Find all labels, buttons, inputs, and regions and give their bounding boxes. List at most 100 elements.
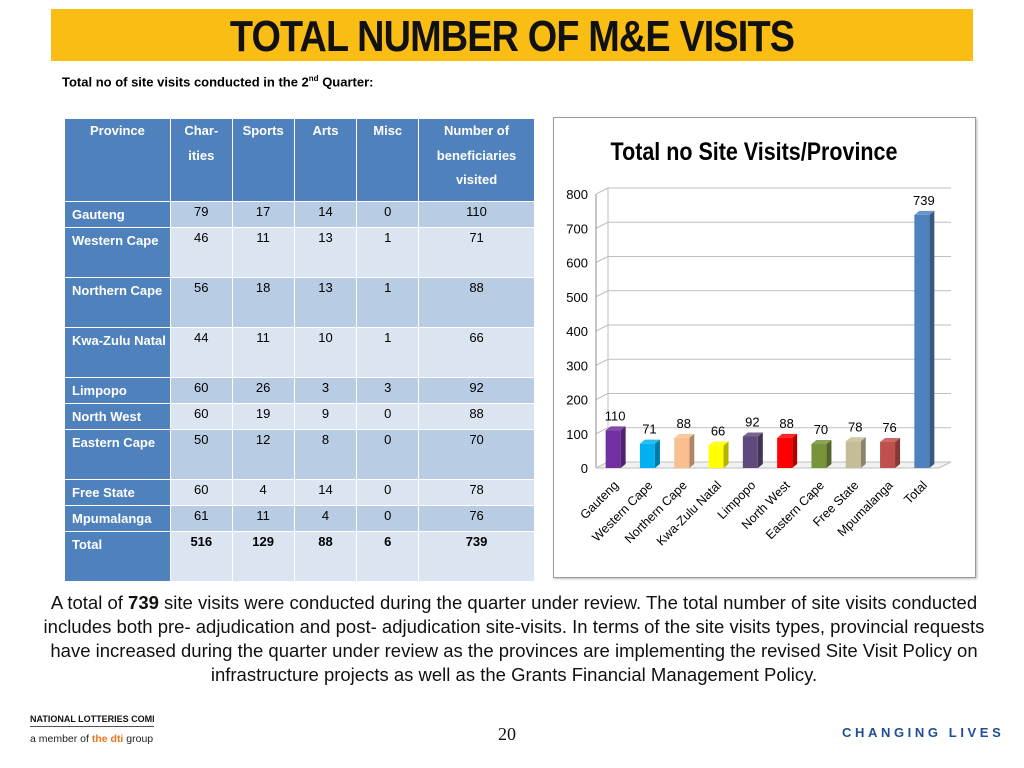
bar bbox=[708, 445, 724, 468]
value-cell: 129 bbox=[231, 531, 295, 582]
value-cell: 76 bbox=[418, 505, 535, 532]
value-cell: 0 bbox=[356, 403, 420, 430]
value-cell: 44 bbox=[169, 327, 233, 378]
value-cell: 60 bbox=[169, 403, 233, 430]
value-cell: 14 bbox=[293, 201, 358, 228]
value-cell: 9 bbox=[293, 403, 358, 430]
bar-side bbox=[620, 426, 626, 468]
value-cell: 56 bbox=[169, 277, 233, 328]
value-cell: 50 bbox=[169, 429, 233, 480]
data-label: 88 bbox=[677, 416, 691, 431]
table-row: Western Cape 46 11 13 1 71 bbox=[64, 227, 535, 278]
value-cell: 13 bbox=[293, 277, 358, 328]
bar-side bbox=[654, 439, 660, 468]
value-cell: 0 bbox=[356, 479, 420, 506]
table-row: Mpumalanga 61 11 4 0 76 bbox=[64, 505, 535, 532]
value-cell: 11 bbox=[231, 227, 295, 278]
org-name: NATIONAL LOTTERIES COMMISSION bbox=[30, 714, 154, 727]
bar-side bbox=[723, 441, 729, 468]
value-cell: 79 bbox=[169, 201, 233, 228]
value-cell: 18 bbox=[231, 277, 295, 328]
bar bbox=[674, 437, 690, 468]
bar-top bbox=[742, 432, 763, 437]
bar-side bbox=[757, 432, 763, 468]
province-cell: Eastern Cape bbox=[64, 429, 171, 480]
data-label: 739 bbox=[913, 193, 935, 208]
value-cell: 70 bbox=[418, 429, 535, 480]
table-caption: Total no of site visits conducted in the… bbox=[62, 74, 374, 90]
gridline-depth bbox=[595, 358, 609, 366]
value-cell: 1 bbox=[356, 227, 420, 278]
slogan: CHANGING LIVES bbox=[842, 725, 1005, 740]
gridline-depth bbox=[595, 221, 609, 229]
bar-top bbox=[639, 439, 660, 444]
value-cell: 66 bbox=[418, 327, 535, 378]
table-row: North West 60 19 9 0 88 bbox=[64, 403, 535, 430]
province-cell: Gauteng bbox=[64, 201, 171, 228]
bar bbox=[605, 430, 621, 468]
y-tick-label: 100 bbox=[566, 427, 588, 442]
value-cell: 19 bbox=[231, 403, 295, 430]
table-header-row: Province Char-ities Sports Arts Misc Num… bbox=[64, 118, 535, 202]
visits-table: Province Char-ities Sports Arts Misc Num… bbox=[64, 118, 535, 582]
header-beneficiaries: Number of beneficiaries visited bbox=[418, 118, 535, 202]
page-title: TOTAL NUMBER OF M&E VISITS bbox=[229, 12, 795, 61]
y-tick-label: 700 bbox=[566, 221, 588, 236]
value-cell: 17 bbox=[231, 201, 295, 228]
chart-title: Total no Site Visits/Province bbox=[611, 137, 898, 165]
bar bbox=[914, 214, 930, 468]
bar-side bbox=[895, 437, 901, 468]
table-row: Limpopo 60 26 3 3 92 bbox=[64, 377, 535, 404]
value-cell: 739 bbox=[418, 531, 535, 582]
header-charities: Char-ities bbox=[169, 118, 233, 202]
table-row: Total 516 129 88 6 739 bbox=[64, 531, 535, 582]
gridline-depth bbox=[595, 290, 609, 298]
value-cell: 88 bbox=[293, 531, 358, 582]
province-cell: Free State bbox=[64, 479, 171, 506]
value-cell: 88 bbox=[418, 277, 535, 328]
value-cell: 26 bbox=[231, 377, 295, 404]
province-cell: Northern Cape bbox=[64, 277, 171, 328]
data-label: 110 bbox=[605, 408, 626, 423]
nlc-logo: NATIONAL LOTTERIES COMMISSION a member o… bbox=[30, 714, 154, 745]
value-cell: 11 bbox=[231, 505, 295, 532]
value-cell: 12 bbox=[231, 429, 295, 480]
value-cell: 4 bbox=[231, 479, 295, 506]
bar bbox=[880, 441, 896, 468]
value-cell: 4 bbox=[293, 505, 358, 532]
summary-total: 739 bbox=[128, 592, 159, 613]
value-cell: 60 bbox=[169, 377, 233, 404]
header-province: Province bbox=[64, 118, 171, 202]
value-cell: 110 bbox=[418, 201, 535, 228]
header-arts: Arts bbox=[293, 118, 358, 202]
bar-top bbox=[880, 437, 901, 442]
data-label: 92 bbox=[745, 414, 759, 429]
data-label: 71 bbox=[642, 422, 656, 437]
value-cell: 516 bbox=[169, 531, 233, 582]
value-cell: 1 bbox=[356, 277, 420, 328]
bar-top bbox=[811, 440, 832, 445]
value-cell: 14 bbox=[293, 479, 358, 506]
summary-paragraph: A total of 739 site visits were conducte… bbox=[43, 592, 985, 685]
value-cell: 6 bbox=[356, 531, 420, 582]
value-cell: 78 bbox=[418, 479, 535, 506]
value-cell: 10 bbox=[293, 327, 358, 378]
gridline-depth bbox=[595, 393, 609, 400]
gridline-depth bbox=[595, 427, 609, 435]
value-cell: 46 bbox=[169, 227, 233, 278]
table-row: Free State 60 4 14 0 78 bbox=[64, 479, 535, 506]
province-cell: North West bbox=[64, 403, 171, 430]
province-cell: Total bbox=[64, 531, 171, 582]
bar-top bbox=[845, 437, 866, 442]
value-cell: 8 bbox=[293, 429, 358, 480]
data-label: 66 bbox=[711, 423, 725, 438]
gridline-depth bbox=[595, 324, 609, 332]
bar-side bbox=[689, 433, 695, 468]
value-cell: 0 bbox=[356, 429, 420, 480]
table-row: Eastern Cape 50 12 8 0 70 bbox=[64, 429, 535, 480]
bar-side bbox=[860, 437, 866, 468]
y-tick-label: 500 bbox=[566, 290, 588, 305]
header-misc: Misc bbox=[356, 118, 420, 202]
province-cell: Limpopo bbox=[64, 377, 171, 404]
bar bbox=[639, 443, 655, 468]
